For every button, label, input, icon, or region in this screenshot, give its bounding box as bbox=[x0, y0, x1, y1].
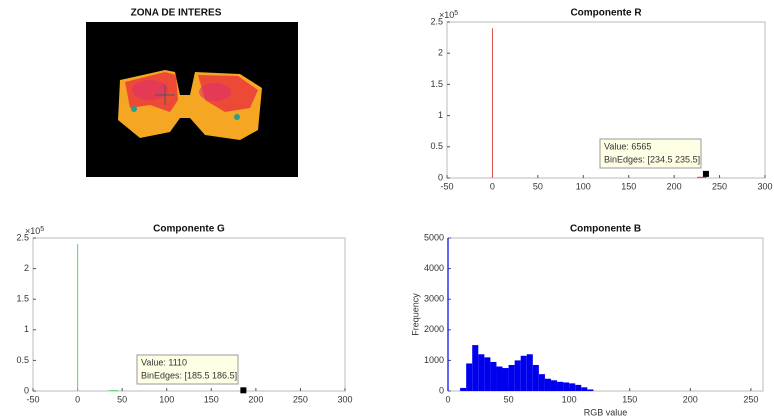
datatip-text: BinEdges: [234.5 235.5] bbox=[604, 154, 700, 164]
histogram-bar bbox=[569, 383, 576, 391]
x-tick-label: 0 bbox=[75, 394, 80, 404]
axes-box bbox=[447, 237, 764, 392]
y-tick-label: 1 bbox=[24, 324, 29, 334]
histogram-bar bbox=[550, 380, 558, 391]
y-exponent: ×105 bbox=[25, 226, 44, 237]
y-tick-label: 2.5 bbox=[16, 232, 29, 242]
histogram-bar bbox=[478, 354, 485, 391]
histogram-bar bbox=[538, 374, 545, 391]
x-tick-label: 250 bbox=[712, 181, 727, 191]
y-exponent-base: ×10 bbox=[25, 226, 40, 236]
y-tick-label: 1 bbox=[438, 110, 443, 120]
x-tick-label: 50 bbox=[504, 394, 514, 404]
x-tick-label: 200 bbox=[667, 181, 682, 191]
y-tick-label: 2.5 bbox=[430, 16, 443, 26]
histogram-bar bbox=[109, 390, 119, 391]
datatip-text: Value: 1110 bbox=[141, 357, 187, 367]
histogram-bar bbox=[472, 345, 479, 391]
x-tick-label: 50 bbox=[533, 181, 543, 191]
x-tick-label: 200 bbox=[248, 394, 263, 404]
histogram-bar bbox=[575, 384, 582, 391]
y-tick-label: 1000 bbox=[424, 355, 444, 365]
y-tick-label: 1.5 bbox=[430, 79, 443, 89]
x-tick-label: 50 bbox=[117, 394, 127, 404]
x-tick-label: 150 bbox=[204, 394, 219, 404]
histogram-bar bbox=[447, 238, 449, 391]
y-exponent: ×105 bbox=[439, 10, 458, 21]
histogram-bar bbox=[557, 381, 564, 391]
y-tick-label: 2 bbox=[24, 263, 29, 273]
histogram-bar bbox=[77, 244, 79, 391]
chart-title: Componente B bbox=[570, 224, 641, 235]
x-tick-label: -50 bbox=[440, 181, 453, 191]
y-tick-label: 5000 bbox=[424, 232, 444, 242]
y-tick-label: 0 bbox=[438, 172, 443, 182]
datatip-text: Value: 6565 bbox=[604, 141, 651, 151]
datatip-marker bbox=[240, 387, 247, 394]
x-axis-label: RGB value bbox=[584, 407, 628, 417]
y-axis-label: Frequency bbox=[410, 293, 420, 336]
y-tick-label: 2000 bbox=[424, 324, 444, 334]
x-tick-label: 100 bbox=[562, 394, 577, 404]
y-tick-label: 4000 bbox=[424, 263, 444, 273]
x-tick-label: 300 bbox=[757, 181, 772, 191]
y-tick-label: 0 bbox=[439, 385, 444, 395]
x-tick-label: 100 bbox=[576, 181, 591, 191]
histogram-bar bbox=[484, 357, 491, 391]
x-tick-label: 150 bbox=[621, 181, 636, 191]
histogram-bar bbox=[697, 176, 706, 178]
thermal-image bbox=[86, 22, 298, 177]
y-exponent-power: 5 bbox=[454, 10, 458, 17]
y-tick-label: 2 bbox=[438, 48, 443, 58]
y-tick-label: 3000 bbox=[424, 294, 444, 304]
x-tick-label: 250 bbox=[293, 394, 308, 404]
datatip-marker bbox=[702, 170, 709, 177]
histogram-bar bbox=[491, 28, 493, 178]
x-tick-label: 300 bbox=[337, 394, 352, 404]
y-tick-label: 0.5 bbox=[430, 141, 443, 151]
x-tick-label: 150 bbox=[622, 394, 637, 404]
histogram-bar bbox=[496, 366, 503, 391]
x-tick-label: 0 bbox=[490, 181, 495, 191]
histogram-bar bbox=[514, 360, 521, 391]
y-exponent-power: 5 bbox=[40, 226, 44, 233]
histogram-bar bbox=[460, 387, 467, 391]
image-title: ZONA DE INTERES bbox=[131, 8, 222, 19]
y-exponent-base: ×10 bbox=[439, 10, 454, 20]
x-tick-label: 0 bbox=[445, 394, 450, 404]
x-tick-label: 100 bbox=[159, 394, 174, 404]
chart-title: Componente G bbox=[153, 224, 225, 235]
chart-title: Componente R bbox=[570, 8, 642, 19]
y-tick-label: 0.5 bbox=[16, 355, 29, 365]
histogram-bar bbox=[520, 355, 527, 391]
histogram-bar bbox=[544, 378, 551, 391]
histogram-bar bbox=[532, 364, 539, 391]
x-tick-label: -50 bbox=[26, 394, 39, 404]
datatip-box bbox=[599, 138, 702, 169]
y-tick-label: 0 bbox=[24, 385, 29, 395]
histogram-bar bbox=[526, 354, 533, 391]
histogram-bar bbox=[587, 389, 594, 391]
histogram-bar bbox=[502, 368, 509, 391]
histogram-bar bbox=[490, 361, 497, 391]
datatip-box bbox=[136, 354, 239, 385]
histogram-bar bbox=[581, 387, 588, 391]
datatip-text: BinEdges: [185.5 186.5] bbox=[141, 370, 237, 380]
histogram-bar bbox=[466, 363, 473, 391]
y-tick-label: 1.5 bbox=[16, 294, 29, 304]
x-tick-label: 200 bbox=[683, 394, 698, 404]
histogram-bar bbox=[508, 364, 515, 391]
x-tick-label: 250 bbox=[743, 394, 758, 404]
histogram-bar bbox=[563, 382, 570, 391]
